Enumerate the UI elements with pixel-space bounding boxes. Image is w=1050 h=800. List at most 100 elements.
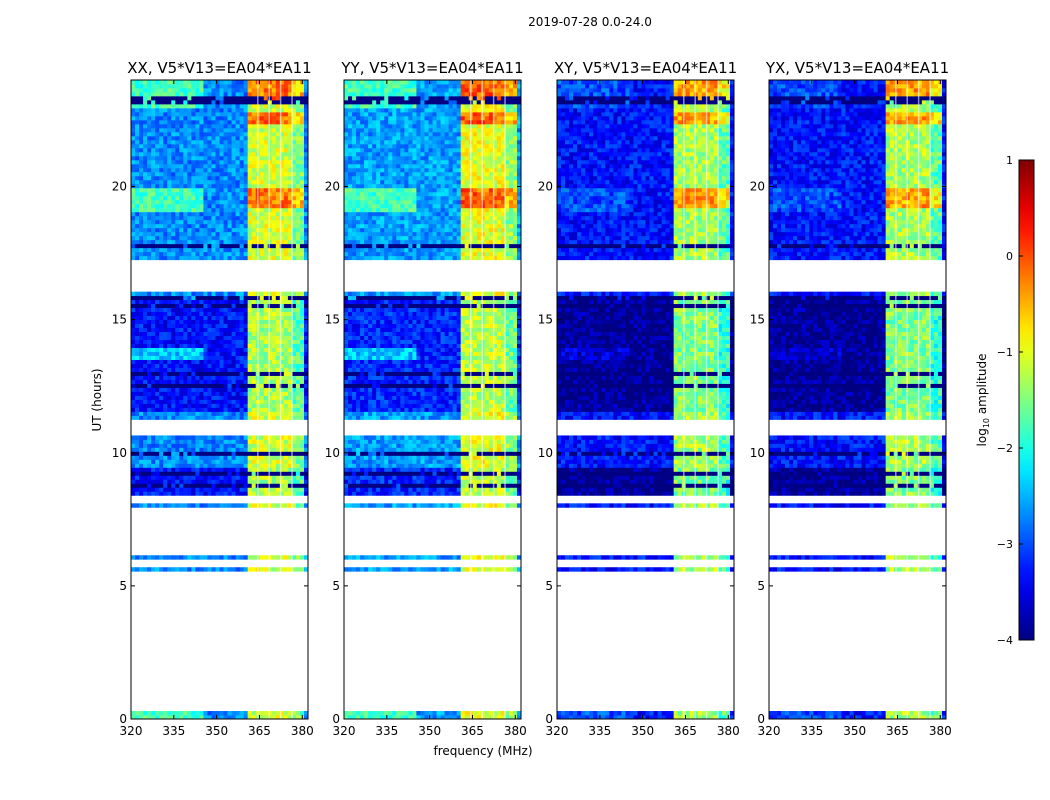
heatmap-cell	[283, 463, 289, 468]
heatmap-cell	[380, 479, 385, 484]
heatmap-cell	[219, 451, 224, 456]
heatmap-cell	[159, 467, 164, 472]
heatmap-cell	[203, 483, 208, 488]
heatmap-cell	[303, 451, 309, 456]
heatmap-cell	[175, 99, 180, 105]
heatmap-cell	[348, 503, 353, 508]
heatmap-cell	[291, 367, 297, 372]
heatmap-cell	[243, 319, 249, 325]
heatmap-cell	[183, 715, 188, 720]
heatmap-cell	[424, 487, 429, 492]
heatmap-cell	[239, 379, 245, 384]
heatmap-cell	[251, 503, 257, 508]
heatmap-cell	[235, 415, 241, 420]
heatmap-cell	[143, 171, 148, 177]
heatmap-cell	[299, 231, 305, 237]
heatmap-cell	[147, 103, 152, 109]
heatmap-cell	[488, 455, 494, 460]
heatmap-cell	[195, 203, 200, 209]
heatmap-cell	[275, 487, 281, 492]
heatmap-cell	[211, 383, 216, 388]
heatmap-cell	[167, 95, 172, 101]
heatmap-cell	[199, 711, 204, 716]
heatmap-cell	[163, 331, 168, 336]
heatmap-cell	[279, 555, 285, 560]
heatmap-cell	[143, 167, 148, 173]
heatmap-cell	[388, 451, 393, 456]
heatmap-cell	[243, 491, 249, 496]
heatmap-cell	[211, 231, 216, 237]
heatmap-cell	[219, 167, 224, 173]
heatmap-cell	[231, 247, 236, 253]
heatmap-cell	[275, 199, 281, 205]
heatmap-cell	[376, 455, 381, 460]
heatmap-cell	[143, 227, 148, 233]
heatmap-cell	[143, 95, 148, 101]
heatmap-cell	[303, 479, 309, 484]
heatmap-cell	[295, 387, 301, 392]
heatmap-cell	[259, 187, 265, 193]
heatmap-cell	[247, 183, 253, 189]
heatmap-cell	[428, 471, 433, 476]
heatmap-cell	[183, 231, 188, 237]
heatmap-cell	[247, 175, 253, 181]
heatmap-cell	[135, 103, 140, 109]
heatmap-cell	[287, 195, 293, 201]
heatmap-cell	[364, 467, 369, 472]
heatmap-cell	[143, 471, 148, 476]
heatmap-cell	[155, 103, 160, 109]
heatmap-cell	[139, 107, 144, 113]
heatmap-cell	[279, 139, 285, 145]
heatmap-cell	[480, 471, 486, 476]
heatmap-cell	[247, 119, 253, 125]
heatmap-cell	[215, 163, 220, 169]
heatmap-cell	[259, 159, 265, 165]
heatmap-cell	[400, 487, 405, 492]
heatmap-cell	[183, 135, 188, 141]
heatmap-cell	[203, 191, 208, 197]
heatmap-cell	[219, 455, 224, 460]
heatmap-cell	[291, 95, 297, 101]
heatmap-cell	[151, 335, 156, 340]
heatmap-cell	[199, 371, 204, 376]
heatmap-cell	[303, 339, 309, 344]
heatmap-cell	[171, 231, 176, 237]
heatmap-cell	[267, 187, 273, 193]
heatmap-cell	[175, 367, 180, 372]
heatmap-cell	[344, 475, 349, 480]
heatmap-cell	[211, 331, 216, 336]
heatmap-cell	[287, 371, 293, 376]
heatmap-cell	[299, 211, 305, 217]
heatmap-cell	[163, 295, 168, 301]
heatmap-cell	[219, 371, 224, 376]
heatmap-cell	[207, 435, 212, 440]
heatmap-cell	[247, 227, 253, 233]
heatmap-cell	[408, 451, 413, 456]
heatmap-cell	[207, 391, 212, 396]
heatmap-cell	[235, 183, 241, 189]
heatmap-cell	[295, 335, 301, 340]
heatmap-cell	[299, 343, 305, 348]
heatmap-cell	[131, 347, 136, 352]
heatmap-cell	[275, 159, 281, 165]
heatmap-cell	[147, 467, 152, 472]
heatmap-cell	[203, 179, 208, 185]
heatmap-cell	[267, 151, 273, 157]
heatmap-cell	[155, 239, 160, 245]
heatmap-cell	[215, 179, 220, 185]
heatmap-cell	[187, 411, 192, 416]
heatmap-cell	[143, 367, 148, 372]
heatmap-cell	[183, 467, 188, 472]
heatmap-cell	[175, 247, 180, 253]
heatmap-cell	[299, 439, 305, 444]
y-tick-label: 0	[119, 712, 127, 726]
heatmap-cell	[175, 115, 180, 121]
heatmap-cell	[303, 80, 309, 85]
heatmap-cell	[135, 463, 140, 468]
heatmap-cell	[135, 435, 140, 440]
heatmap-cell	[259, 715, 265, 720]
heatmap-cell	[159, 351, 164, 356]
heatmap-cell	[207, 307, 212, 313]
heatmap-cell	[235, 315, 241, 321]
heatmap-cell	[191, 255, 196, 261]
